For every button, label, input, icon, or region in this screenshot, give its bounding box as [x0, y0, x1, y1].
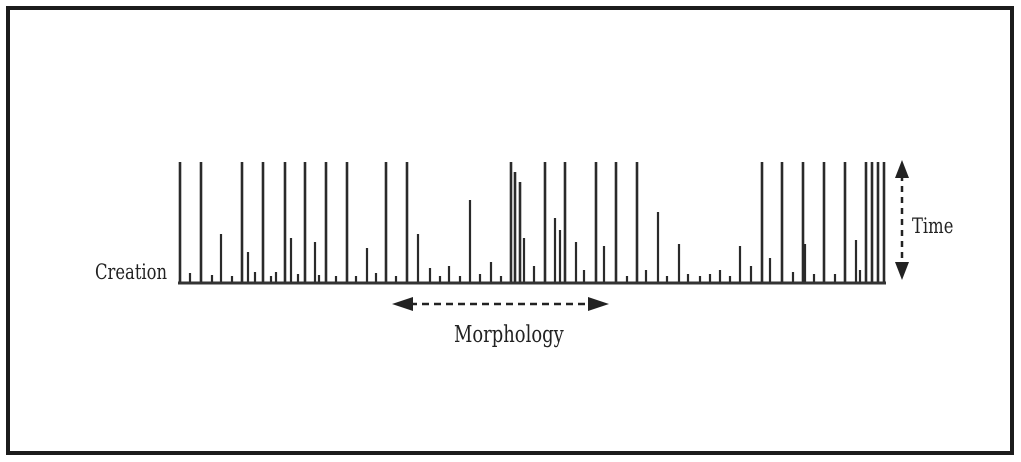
lineage-bars	[178, 162, 886, 283]
morphology-arrow-head-right	[588, 297, 609, 311]
time-label: Time	[912, 214, 954, 238]
morphology-label: Morphology	[454, 322, 564, 348]
time-arrow-head-up	[895, 160, 909, 178]
time-arrow-head-down	[895, 262, 909, 280]
morphology-arrow-head-left	[392, 297, 413, 311]
creation-label: Creation	[95, 260, 168, 284]
